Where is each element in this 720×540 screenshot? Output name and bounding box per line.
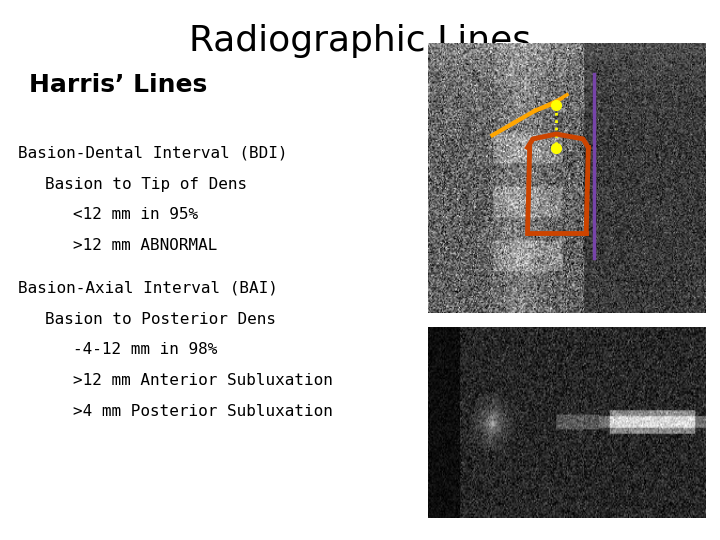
Text: Basion-Axial Interval (BAI): Basion-Axial Interval (BAI)	[18, 281, 278, 296]
Text: <12 mm in 95%: <12 mm in 95%	[73, 207, 198, 222]
Text: >12 mm ABNORMAL: >12 mm ABNORMAL	[73, 238, 217, 253]
Text: >12 mm Anterior Subluxation: >12 mm Anterior Subluxation	[73, 373, 333, 388]
Text: Radiographic Lines: Radiographic Lines	[189, 24, 531, 58]
Text: Harris’ Lines: Harris’ Lines	[29, 73, 207, 97]
Text: -4-12 mm in 98%: -4-12 mm in 98%	[73, 342, 217, 357]
Text: >4 mm Posterior Subluxation: >4 mm Posterior Subluxation	[73, 404, 333, 419]
Text: Basion to Posterior Dens: Basion to Posterior Dens	[45, 312, 276, 327]
Text: Basion to Tip of Dens: Basion to Tip of Dens	[45, 177, 248, 192]
Text: Basion-Dental Interval (BDI): Basion-Dental Interval (BDI)	[18, 146, 287, 161]
